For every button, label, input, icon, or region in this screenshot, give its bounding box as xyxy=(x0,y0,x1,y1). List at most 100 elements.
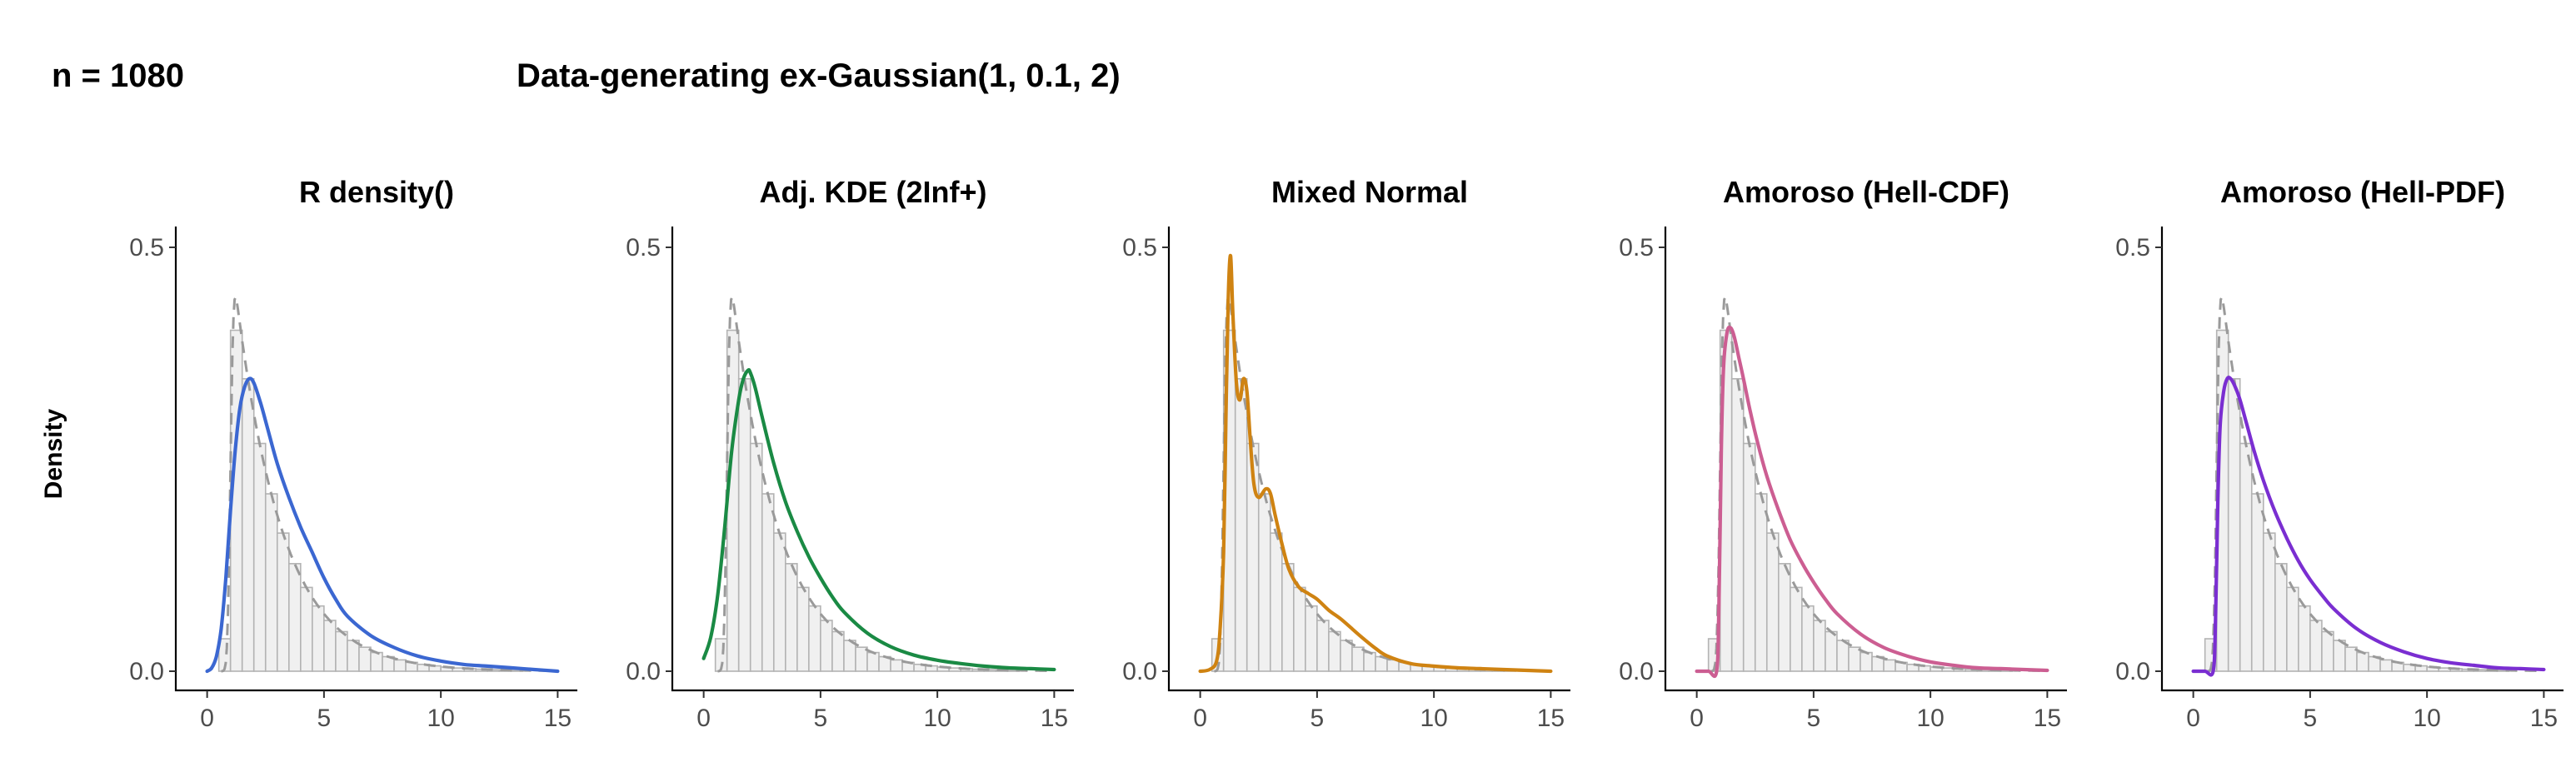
axes xyxy=(1167,227,1570,692)
x-tick-label: 0 xyxy=(2186,705,2200,732)
histogram-bar xyxy=(1257,493,1271,672)
histogram-bar xyxy=(796,586,810,672)
histogram-bar xyxy=(1825,630,1838,672)
estimate-curve xyxy=(205,376,560,674)
histogram-bar xyxy=(820,620,833,672)
histogram-bar xyxy=(772,532,786,672)
histogram-bar xyxy=(323,620,337,672)
histogram-bar xyxy=(335,630,348,672)
generating-model-label: Data-generating ex-Gaussian(1, 0.1, 2) xyxy=(517,57,1121,94)
histogram-bar xyxy=(1813,620,1826,672)
histogram-bar xyxy=(2309,620,2323,672)
histogram-bar xyxy=(2227,378,2241,672)
x-tick-label: 5 xyxy=(2304,705,2318,732)
histogram-bar xyxy=(1860,651,1873,672)
x-tick-label: 15 xyxy=(1537,705,1565,732)
histogram-bar xyxy=(1778,563,1791,672)
histogram-bar xyxy=(855,646,868,672)
x-tick-label: 10 xyxy=(1420,705,1447,732)
y-tick-label: 0.5 xyxy=(2115,234,2150,261)
histogram-bar xyxy=(370,651,383,672)
x-tick-label: 5 xyxy=(317,705,332,732)
x-tick-label: 15 xyxy=(1041,705,1068,732)
histogram-bar xyxy=(866,651,880,672)
histogram-bar xyxy=(843,640,856,672)
histogram-bar xyxy=(264,493,278,672)
axes xyxy=(2160,227,2564,692)
x-tick-label: 5 xyxy=(1310,705,1325,732)
histogram-bar xyxy=(1328,630,1341,672)
histogram-bar xyxy=(1269,532,1283,672)
histogram-bar xyxy=(1730,378,1745,672)
histogram-bar xyxy=(1305,605,1318,672)
x-tick-label: 15 xyxy=(544,705,572,732)
histogram-bar xyxy=(252,442,267,672)
estimate-curve xyxy=(1695,325,2049,679)
true-density-curve xyxy=(717,293,1055,673)
y-tick-label: 0.0 xyxy=(129,658,164,685)
axes xyxy=(1664,227,2067,692)
histogram-bar xyxy=(1316,620,1330,672)
panel-title: Amoroso (Hell-PDF) xyxy=(2220,175,2505,209)
histogram-bar xyxy=(393,659,407,672)
histogram-bar xyxy=(1742,442,1756,672)
histogram-bar xyxy=(1351,646,1365,672)
true-density-curve xyxy=(221,293,558,673)
y-tick-label: 0.0 xyxy=(2115,658,2150,685)
histogram-bar xyxy=(1836,640,1850,672)
histogram-bar xyxy=(347,640,360,672)
histogram-bar xyxy=(1765,532,1780,672)
panel-4: Amoroso (Hell-CDF) 0.0 0.5 0 5 10 15 xyxy=(1619,175,2067,732)
histogram-bar xyxy=(2356,651,2369,672)
estimate-curve xyxy=(2191,376,2546,677)
histogram-bar xyxy=(2286,586,2299,672)
x-tick-label: 5 xyxy=(814,705,828,732)
histogram-bar xyxy=(1883,659,1896,672)
histogram-bar xyxy=(2344,646,2358,672)
histogram-bar xyxy=(2250,493,2264,672)
histogram-bar xyxy=(1848,646,1861,672)
y-axis-label: Density xyxy=(40,409,67,500)
x-tick-label: 0 xyxy=(1193,705,1207,732)
histogram-bar xyxy=(808,605,821,672)
histogram-bar xyxy=(300,586,313,672)
histogram-bar xyxy=(1790,586,1803,672)
histogram-bar xyxy=(241,378,255,672)
histogram-bar xyxy=(785,563,798,672)
panel-title: R density() xyxy=(299,175,454,209)
true-density-curve xyxy=(2207,293,2544,673)
x-tick-label: 10 xyxy=(427,705,454,732)
histogram-bar xyxy=(1340,640,1353,672)
x-tick-label: 0 xyxy=(200,705,214,732)
histogram-bar xyxy=(749,442,763,672)
x-tick-label: 0 xyxy=(696,705,711,732)
y-tick-label: 0.0 xyxy=(1619,658,1654,685)
histogram-bar xyxy=(2262,532,2276,672)
histogram-bar xyxy=(2333,640,2346,672)
panels-container: R density() 0.0 0.5 0 5 10 15 Adj. KDE (2Inf+) 0… xyxy=(129,175,2564,732)
histogram-bar xyxy=(2239,442,2253,672)
y-tick-label: 0.0 xyxy=(1122,658,1157,685)
x-tick-label: 0 xyxy=(1690,705,1704,732)
histogram-bar xyxy=(1293,586,1306,672)
histogram-bar xyxy=(288,563,302,672)
panel-title: Amoroso (Hell-CDF) xyxy=(1723,175,2009,209)
histogram-bar xyxy=(2321,630,2334,672)
x-tick-label: 5 xyxy=(1807,705,1821,732)
histogram-bar xyxy=(2298,605,2311,672)
y-tick-label: 0.0 xyxy=(626,658,661,685)
histogram-bar xyxy=(358,646,372,672)
x-tick-label: 10 xyxy=(2413,705,2440,732)
panel-5: Amoroso (Hell-PDF) 0.0 0.5 0 5 10 15 xyxy=(2115,175,2564,732)
histogram-bar xyxy=(831,630,845,672)
panel-title: Adj. KDE (2Inf+) xyxy=(759,175,986,209)
panel-title: Mixed Normal xyxy=(1271,175,1468,209)
y-tick-label: 0.5 xyxy=(1619,234,1654,261)
histogram-bar xyxy=(2274,563,2288,672)
sample-size-label: n = 1080 xyxy=(52,57,184,94)
x-tick-label: 10 xyxy=(923,705,951,732)
axes xyxy=(671,227,1074,692)
y-tick-label: 0.5 xyxy=(1122,234,1157,261)
histogram-bar xyxy=(1363,651,1376,672)
